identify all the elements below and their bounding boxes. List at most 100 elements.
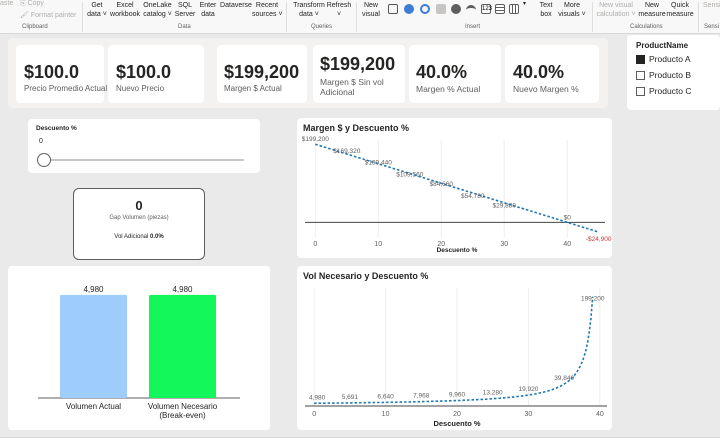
kpi-card-precio-promedio[interactable]: $100.0 Precio Promedio Actual bbox=[16, 45, 108, 103]
globe-icon[interactable] bbox=[451, 4, 461, 14]
kpi-value: $100.0 bbox=[116, 62, 172, 82]
quick-measure-button[interactable]: Quick measure bbox=[666, 2, 694, 18]
get-data-button[interactable]: Get data ˅ bbox=[87, 2, 107, 18]
slider-track[interactable] bbox=[46, 159, 244, 161]
point-data-label: 5,691 bbox=[342, 394, 359, 401]
checkbox-producto-c[interactable] bbox=[636, 87, 645, 96]
kpi-card-margen-actual[interactable]: $199,200 Margen $ Actual bbox=[217, 45, 307, 103]
copy-label: Copy bbox=[27, 0, 44, 7]
slicer-item-label[interactable]: Producto B bbox=[649, 70, 692, 80]
volume-line-chart-card: Vol Necesario y Descuento % 0 10 20 30 40 4,9… bbox=[297, 266, 612, 430]
point-data-label: $54,780 bbox=[461, 193, 485, 200]
kpi-card-nuevo-margen-pct[interactable]: 40.0% Nuevo Margen % bbox=[505, 45, 599, 103]
point-data-label: $109,560 bbox=[396, 171, 423, 178]
recent-sources-button[interactable]: Recent sources ˅ bbox=[252, 2, 283, 18]
x-axis-title: Descuento % bbox=[433, 419, 480, 428]
point-data-label: 199,200 bbox=[581, 296, 605, 303]
discount-value-input[interactable]: 0 bbox=[39, 138, 43, 145]
gap-volumen-card[interactable]: 0 Gap Volumen (piezas) Vol Adicional 0.0… bbox=[73, 188, 205, 260]
clipboard-group-label: Clipboard bbox=[22, 24, 48, 30]
slicer-title: ProductName bbox=[636, 41, 689, 50]
kpi-label: Nuevo Precio bbox=[116, 84, 165, 93]
copy-button[interactable]: ⎘ Copy bbox=[20, 0, 44, 9]
sensitivity-button[interactable]: Sensi bbox=[703, 2, 720, 9]
chart-title: Vol Necesario y Descuento % bbox=[303, 271, 429, 281]
map-icon[interactable] bbox=[436, 4, 446, 14]
kpi-value: 40.0% bbox=[513, 62, 565, 82]
kpi-card-margen-pct-actual[interactable]: 40.0% Margen % Actual bbox=[409, 45, 501, 103]
refresh-button[interactable]: Refresh ˅ bbox=[326, 2, 352, 18]
copy-icon: ⎘ bbox=[20, 0, 28, 7]
gallery-expand-icon[interactable]: ▾ bbox=[523, 1, 527, 7]
margin-line-chart[interactable]: 0 10 20 30 40 $199,200 $169,320 $139,440 $109,56… bbox=[297, 118, 612, 258]
x-tick-label: 0 bbox=[312, 411, 316, 418]
kpi-value: $199,200 bbox=[224, 62, 300, 82]
ribbon-divider bbox=[592, 2, 593, 32]
ribbon-divider bbox=[698, 2, 699, 32]
margin-line-chart-card: Margen $ y Descuento % 0 10 20 30 40 $199,200… bbox=[297, 118, 612, 258]
matrix-icon[interactable] bbox=[509, 4, 519, 14]
ribbon-divider bbox=[356, 2, 357, 32]
x-tick-label: 10 bbox=[382, 411, 390, 418]
pie-chart-icon[interactable] bbox=[404, 4, 414, 14]
discount-slicer: Descuento % 0 bbox=[28, 119, 260, 173]
slider-handle[interactable] bbox=[37, 153, 51, 167]
card-icon[interactable]: 123 bbox=[481, 4, 493, 14]
product-slicer: ProductName Producto A Producto B Produc… bbox=[627, 35, 720, 110]
chart-title: Margen $ y Descuento % bbox=[303, 123, 410, 133]
kpi-value: $199,200 bbox=[320, 54, 396, 74]
checkbox-producto-b[interactable] bbox=[636, 71, 645, 80]
kpi-value: 40.0% bbox=[416, 62, 468, 82]
slicer-item-label[interactable]: Producto C bbox=[649, 86, 692, 96]
new-visual-button[interactable]: New visual bbox=[362, 2, 380, 18]
point-data-label: 9,960 bbox=[449, 392, 466, 399]
point-data-label: $84,660 bbox=[430, 181, 454, 188]
brush-icon: 🖌 bbox=[20, 12, 31, 19]
point-data-label: 19,920 bbox=[518, 386, 538, 393]
x-tick-label: 40 bbox=[563, 241, 571, 248]
x-tick-label: 0 bbox=[313, 241, 317, 248]
sensitivity-group-label: Sensi bbox=[704, 24, 720, 30]
stacked-bar-icon[interactable] bbox=[388, 4, 398, 14]
x-tick-label: 20 bbox=[437, 241, 445, 248]
gap-label: Gap Volumen (piezas) bbox=[109, 215, 169, 221]
x-tick-label: Volumen Actual bbox=[66, 402, 121, 411]
x-tick-label: Volumen Necesario bbox=[148, 402, 218, 411]
text-box-button[interactable]: Text box bbox=[539, 2, 553, 18]
gap-value: 0 bbox=[135, 198, 143, 213]
paste-button[interactable]: aste bbox=[0, 0, 14, 7]
checkbox-producto-a[interactable] bbox=[636, 55, 645, 64]
bar-data-label: 4,980 bbox=[172, 285, 193, 294]
series-line bbox=[314, 296, 594, 405]
point-data-label: 13,280 bbox=[483, 390, 503, 397]
dataverse-button[interactable]: Dataverse bbox=[220, 2, 252, 9]
onelake-catalog-button[interactable]: OneLake catalog ˅ bbox=[143, 2, 172, 18]
kpi-label: Precio Promedio Actual bbox=[24, 84, 108, 93]
kpi-card-nuevo-precio[interactable]: $100.0 Nuevo Precio bbox=[108, 45, 204, 103]
kpi-label: Margen $ Actual bbox=[224, 84, 282, 93]
donut-chart-icon[interactable] bbox=[420, 4, 430, 14]
x-axis-title: Descuento % bbox=[437, 247, 478, 254]
new-visual-calculation-button[interactable]: New visual calculation ˅ bbox=[596, 2, 636, 18]
slicer-item-label[interactable]: Producto A bbox=[649, 54, 691, 64]
format-painter-label: Format painter bbox=[30, 12, 77, 19]
excel-workbook-button[interactable]: Excel workbook bbox=[110, 2, 140, 18]
volume-line-chart[interactable]: 0 10 20 30 40 4,980 5,691 6,640 7,968 9,960 13,280… bbox=[297, 266, 612, 430]
table-icon[interactable] bbox=[495, 4, 505, 14]
kpi-card-margen-sin-vol[interactable]: $199,200 Margen $ Sin vol Adicional bbox=[313, 45, 405, 103]
enter-data-button[interactable]: Enter data bbox=[199, 2, 217, 18]
gauge-icon[interactable] bbox=[466, 5, 476, 15]
x-tick-label: 20 bbox=[453, 411, 461, 418]
new-measure-button[interactable]: New measure bbox=[638, 2, 666, 18]
point-data-label: 4,980 bbox=[309, 394, 326, 401]
queries-group-label: Queries bbox=[311, 24, 333, 30]
volume-bar-chart[interactable]: 4,980 Volumen Actual 4,980 Volumen Necesari… bbox=[8, 266, 270, 430]
x-tick-label: (Break-even) bbox=[159, 411, 206, 420]
ribbon-divider bbox=[286, 2, 287, 32]
ribbon-toolbar: aste ⎘ Copy 🖌 Format painter Clipboard G… bbox=[0, 0, 720, 34]
format-painter-button[interactable]: 🖌 Format painter bbox=[20, 12, 76, 21]
sql-server-button[interactable]: SQL Server bbox=[174, 2, 196, 18]
point-data-label: $29,880 bbox=[492, 203, 516, 210]
more-visuals-button[interactable]: More visuals ˅ bbox=[558, 2, 586, 18]
transform-data-button[interactable]: Transform data ˅ bbox=[293, 2, 325, 18]
